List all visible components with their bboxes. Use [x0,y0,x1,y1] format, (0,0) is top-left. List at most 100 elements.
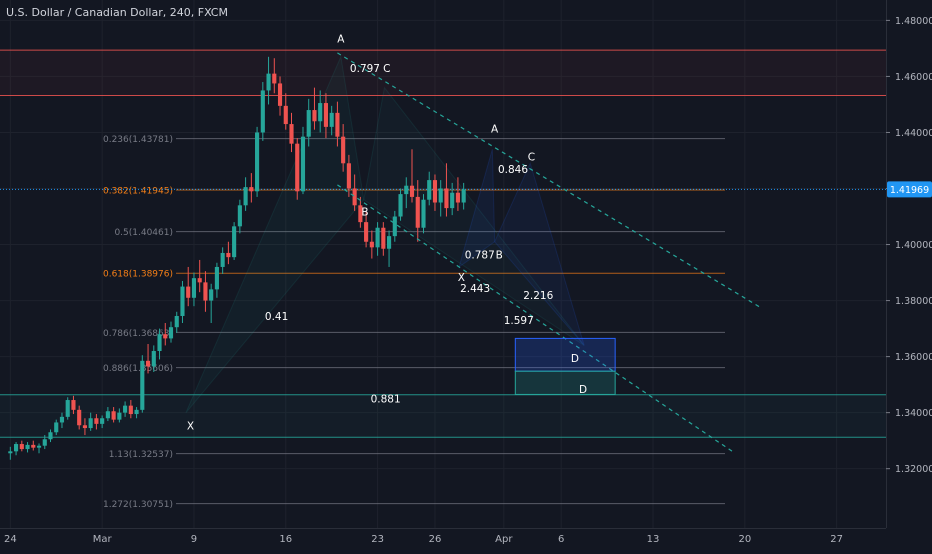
harmonic-patterns [185,55,585,413]
candle-body [255,132,260,192]
target-boxes [514,337,616,395]
time-tick-label: Apr [495,534,513,545]
candle-body [174,315,179,328]
candle-body [392,216,397,237]
candle-body [8,451,13,454]
pattern-triangle-bcd [363,86,585,346]
time-tick-label: 13 [647,534,660,545]
candle-body [48,432,53,440]
candle-body [450,192,455,209]
candle-body [318,103,323,122]
candle-body [421,199,426,228]
channel-lines [337,52,761,452]
fib-level-label: 0.5(1.40461) [114,228,173,238]
candle-body [191,278,197,298]
price-tick-label: 1.46000 [895,72,932,83]
pattern-label: X [187,420,194,432]
time-tick-label: 16 [279,534,292,545]
grid [0,0,886,528]
candle-body [88,418,93,429]
candle-body [220,252,225,267]
pattern-triangle-bcd-2 [494,161,585,346]
pattern-label: 0.787 [465,249,495,261]
candle-body [42,439,47,446]
channel-line [337,52,761,308]
candle-body [300,136,306,192]
candle-body [197,278,202,283]
fib-level-label: 0.382(1.41945) [103,187,173,197]
candle-body [186,286,191,298]
candle-body [117,412,122,420]
price-tick-label: 1.36000 [895,352,932,363]
fib-level-label: 0.786(1.36863) [103,329,173,339]
time-tick-label: 9 [191,534,197,545]
chart-title: U.S. Dollar / Canadian Dollar, 240, FXCM [6,6,228,19]
candle-body [71,400,76,410]
candle-body [14,444,19,452]
candle-body [375,227,380,248]
pattern-label: B [361,206,368,218]
pattern-label: A [337,34,345,46]
candle-body [94,418,99,424]
candle-body [163,334,168,339]
price-tick-label: 1.32000 [895,464,932,475]
candle-body [272,73,277,84]
zones [0,49,886,438]
time-tick-label: 6 [558,534,564,545]
pattern-label: 2.443 [460,283,490,295]
candle-body [214,266,219,290]
price-tick-label: 1.44000 [895,128,932,139]
candle-body [157,334,162,352]
price-axis[interactable]: 1.480001.460001.440001.420001.400001.380… [886,16,932,475]
candle-body [335,112,340,137]
candle-body [427,180,432,200]
candle-body [59,416,65,423]
candle-body [260,90,265,133]
candle-body [82,425,87,429]
time-tick-label: 27 [830,534,843,545]
time-tick-label: 26 [429,534,442,545]
candle-body [346,163,351,189]
candle-body [168,327,174,339]
fib-level-label: 1.13(1.32537) [109,450,173,460]
candle-body [140,360,145,410]
candle-body [329,112,334,127]
candle-body [277,83,283,106]
candle-body [65,400,70,417]
pattern-label: A [491,123,499,135]
candle-body [266,73,271,91]
pattern-label: 1.597 [504,315,534,327]
candle-body [289,124,294,144]
candle-body [369,241,374,248]
candle-body [295,143,300,192]
target-box [514,337,616,372]
candle-body [323,103,329,127]
candle-body [36,445,42,448]
candle-body [404,185,409,195]
pattern-label: X [458,272,465,284]
candle-body [409,185,415,197]
candle-body [77,409,82,426]
candle-body [415,196,420,228]
support-zone [0,394,886,438]
candle-body [237,205,242,227]
candle-body [432,180,438,203]
candle-body [232,226,237,258]
pattern-label: C [528,151,535,163]
candles [8,56,466,460]
pattern-label: 0.881 [371,394,401,406]
time-axis[interactable]: 24 Mar 9 16 23 26 Apr 6 13 20 27 [4,534,843,545]
fibonacci-levels: 0.236(1.43781) 0.382(1.41945) 0.5(1.40461)… [0,135,886,510]
candle-body [100,418,105,424]
candle-body [341,136,346,164]
pattern-label: 0.797 [350,63,380,75]
candle-body [306,110,311,137]
candle-body [364,222,369,242]
pattern-triangle-xab [185,55,365,413]
pattern-label: 2.216 [523,290,553,302]
candle-body [386,236,392,249]
candle-body [19,444,24,450]
